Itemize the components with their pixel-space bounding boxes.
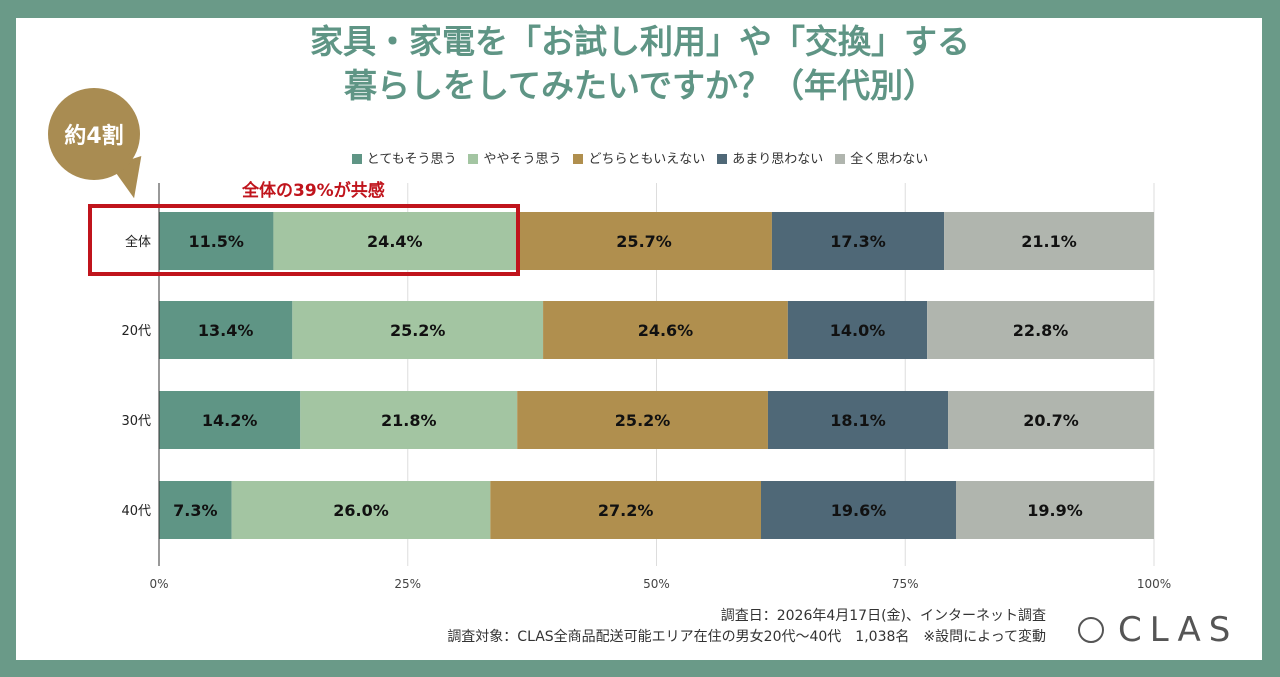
bar-segment [159,301,293,359]
legend-item: どちらともいえない [573,148,705,167]
footer-notes: 調査日：2026年4月17日(金)、インターネット調査 調査対象：CLAS全商品… [447,606,1046,648]
bar-segment [292,301,544,359]
title-line: 家具・家電を「お試し利用」や「交換」する [310,22,970,61]
data-label: 19.9% [1027,501,1083,520]
survey-date: 調査日：2026年4月17日(金)、インターネット調査 [720,608,1046,624]
bar-segment [273,212,517,270]
x-tick-label: 25% [394,577,421,591]
legend-label: 全く思わない [850,152,929,167]
bar-segment [159,212,274,270]
legend-label: あまり思わない [732,152,824,167]
data-label: 21.8% [381,411,437,430]
data-label: 25.7% [616,232,672,251]
bar-segment [490,481,761,539]
bar-segment [760,481,956,539]
bar-segment [944,212,1154,270]
data-label: 14.2% [202,411,258,430]
x-tick-label: 75% [892,577,919,591]
chart-title: 家具・家電を「お試し利用」や「交換」する 暮らしをしてみたいですか？（年代別） [0,20,1280,108]
logo-text: CLAS [1118,610,1239,650]
bar-segment [159,481,232,539]
bar-segment [543,301,788,359]
data-label: 24.6% [638,321,694,340]
data-label: 21.1% [1021,232,1077,251]
legend: とてもそう思う ややそう思う どちらともいえない あまり思わない 全く思わない [0,148,1280,167]
data-label: 7.3% [173,501,217,520]
data-label: 25.2% [390,321,446,340]
legend-item: とてもそう思う [351,148,457,167]
legend-item: ややそう思う [468,148,561,167]
x-tick-label: 0% [149,577,168,591]
bar-segment [787,301,928,359]
data-label: 19.6% [831,501,887,520]
data-label: 11.5% [188,232,244,251]
data-label: 20.7% [1023,411,1079,430]
bar-segment [927,301,1154,359]
survey-target: 調査対象：CLAS全商品配送可能エリア在住の男女20代〜40代 1,038名 ※… [447,629,1046,645]
legend-label: とてもそう思う [366,152,457,167]
x-tick-label: 50% [643,577,670,591]
data-label: 14.0% [830,321,886,340]
callout-bubble: 約4割 [48,88,140,180]
bar-segment [231,481,491,539]
title-line: 暮らしをしてみたいですか？（年代別） [343,66,937,105]
legend-label: どちらともいえない [588,152,706,167]
legend-item: 全く思わない [835,148,928,167]
x-tick-label: 100% [1137,577,1171,591]
bar-segment [516,212,772,270]
data-label: 27.2% [598,501,654,520]
data-label: 25.2% [615,411,671,430]
legend-swatch [717,154,728,164]
category-label: 40代 [121,504,151,519]
bar-segment [771,212,945,270]
highlight-box [88,204,520,276]
clas-logo: CLAS [1078,610,1238,650]
data-label: 22.8% [1013,321,1069,340]
category-label: 20代 [121,324,151,339]
bar-segment [517,391,768,449]
bar-segment [955,481,1154,539]
bar-segment [948,391,1154,449]
data-label: 24.4% [367,232,423,251]
category-label: 30代 [121,414,151,429]
logo-mark-icon [1078,617,1104,643]
bar-segment [300,391,518,449]
legend-swatch [835,154,846,164]
legend-swatch [573,154,584,164]
legend-item: あまり思わない [717,148,823,167]
data-label: 13.4% [198,321,254,340]
legend-label: ややそう思う [483,152,562,167]
category-label: 全体 [125,234,151,250]
data-label: 26.0% [333,501,389,520]
data-label: 18.1% [830,411,886,430]
legend-swatch [468,154,479,164]
legend-swatch [351,154,362,164]
highlight-text: 全体の39%が共感 [242,181,385,201]
bar-segment [159,391,301,449]
bar-segment [767,391,949,449]
data-label: 17.3% [830,232,886,251]
